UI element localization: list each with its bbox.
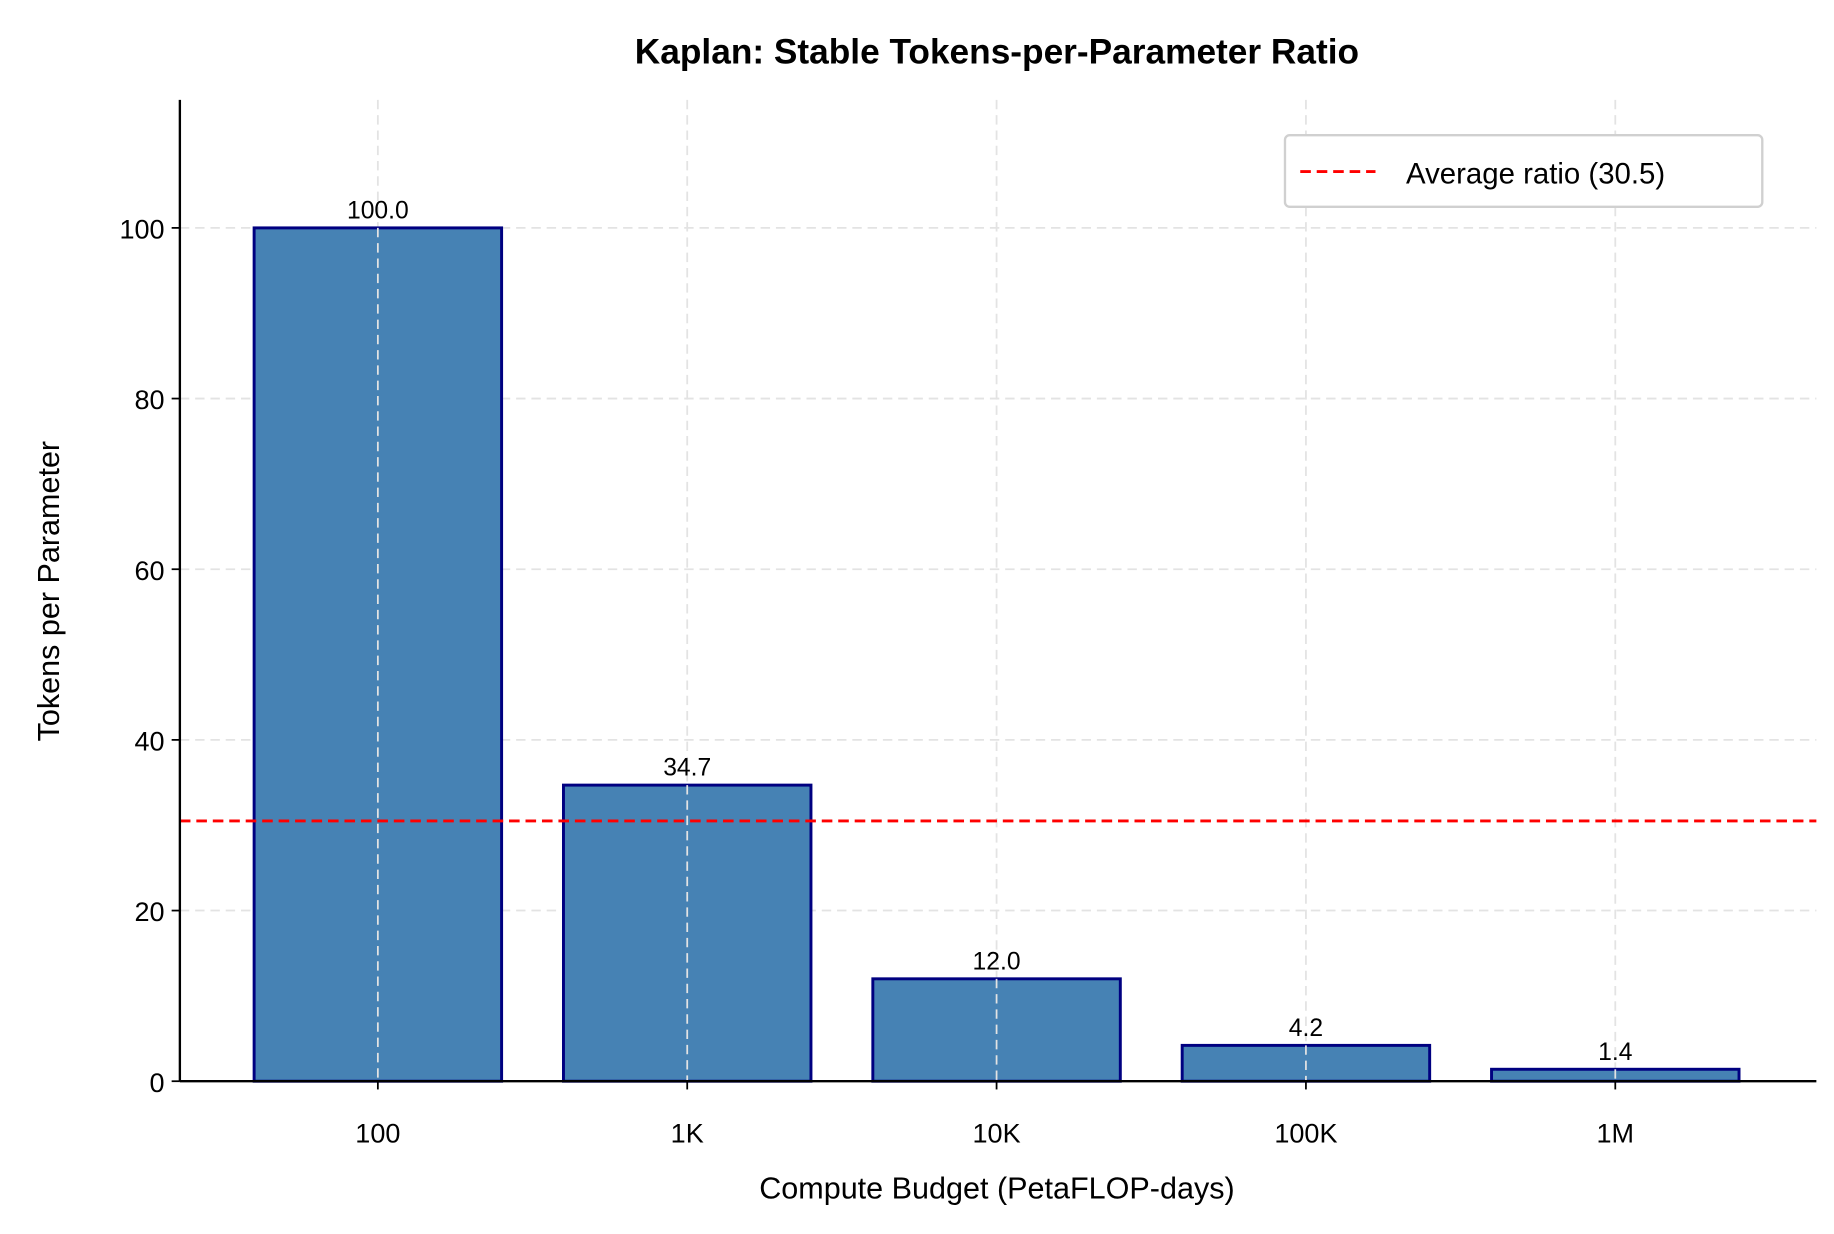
y-tick-label: 60 xyxy=(135,556,165,586)
y-tick-label: 100 xyxy=(120,214,165,244)
x-tick-label: 1K xyxy=(671,1118,704,1148)
legend-entry-average-ratio: Average ratio (30.5) xyxy=(1406,157,1665,190)
ticks: 0 20 40 60 80 100 100 1K 10K 100K 1M xyxy=(120,214,1635,1148)
y-tick-label: 40 xyxy=(135,726,165,756)
bar-value-label: 4.2 xyxy=(1289,1015,1323,1042)
bar-value-label: 1.4 xyxy=(1598,1039,1632,1066)
legend: Average ratio (30.5) xyxy=(1283,133,1764,209)
bar-value-label: 34.7 xyxy=(663,755,711,782)
bar-value-label: 12.0 xyxy=(973,948,1021,975)
x-tick-label: 100 xyxy=(355,1118,400,1148)
x-axis-label: Compute Budget (PetaFLOP-days) xyxy=(759,1172,1234,1206)
y-axis-label: Tokens per Parameter xyxy=(32,441,66,741)
axes xyxy=(178,99,1817,1083)
bars: 100.0 34.7 12.0 4.2 1.4 xyxy=(252,197,1741,1083)
chart-title: Kaplan: Stable Tokens-per-Parameter Rati… xyxy=(635,32,1359,71)
legend-frame xyxy=(1283,133,1764,209)
y-tick-label: 80 xyxy=(135,385,165,415)
y-tick-label: 0 xyxy=(150,1068,165,1098)
y-tick-label: 20 xyxy=(135,897,165,927)
x-tick-label: 1M xyxy=(1597,1118,1635,1148)
x-tick-label: 100K xyxy=(1274,1118,1337,1148)
x-tick-label: 10K xyxy=(973,1118,1021,1148)
bar-value-label: 100.0 xyxy=(347,197,409,224)
